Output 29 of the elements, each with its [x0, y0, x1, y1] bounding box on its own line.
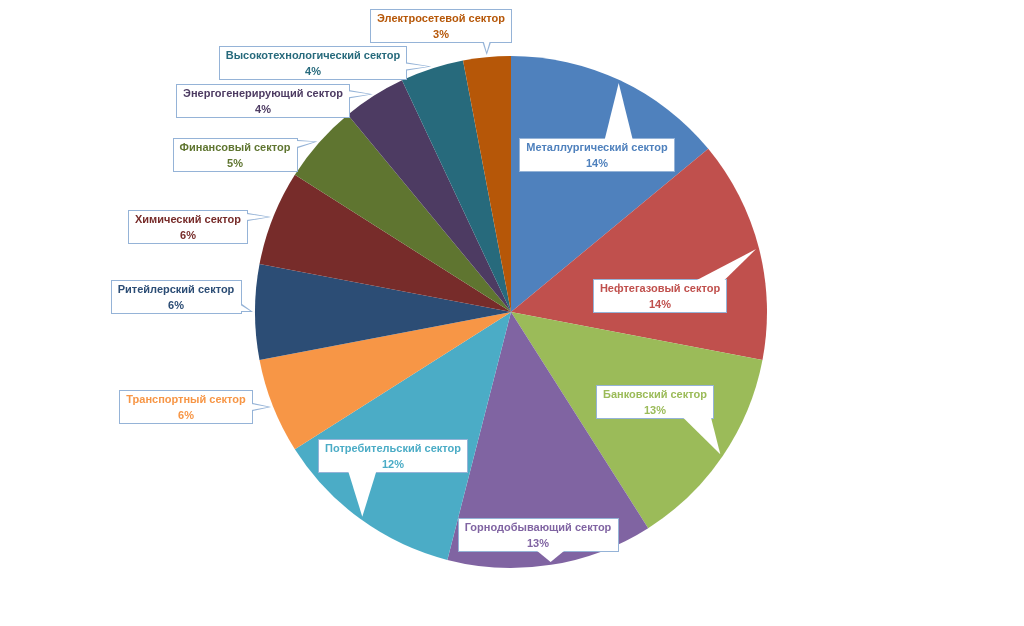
slice-label: Электросетевой сектор: [377, 12, 506, 24]
data-label: 6%: [168, 299, 185, 311]
slice-label: Потребительский сектор: [325, 442, 462, 454]
slice-label: Энергогенерирующий сектор: [183, 87, 344, 99]
slice-label: Ритейлерский сектор: [117, 283, 235, 295]
pie-slice: [347, 80, 511, 312]
slice-label: Горнодобывающий сектор: [464, 521, 612, 533]
slice-label: Финансовый сектор: [179, 141, 291, 153]
data-label: 4%: [255, 103, 272, 115]
data-label: 12%: [381, 458, 405, 470]
data-label: 3%: [433, 28, 450, 40]
pie-slice: [463, 56, 511, 312]
slice-label: Высокотехнологический сектор: [225, 49, 401, 61]
pie-slice: [259, 174, 511, 312]
data-label: 14%: [585, 157, 609, 169]
data-label: 6%: [180, 229, 197, 241]
slice-label: Транспортный сектор: [126, 393, 247, 405]
data-label: 13%: [643, 404, 667, 416]
slice-label: Банковский сектор: [603, 388, 708, 400]
data-label: 13%: [526, 537, 550, 549]
slice-label: Нефтегазовый сектор: [599, 282, 721, 294]
data-label: 14%: [648, 298, 672, 310]
data-label: 6%: [178, 409, 195, 421]
data-label: 5%: [227, 157, 244, 169]
pie-slice: [255, 264, 511, 360]
slice-label: Химический сектор: [135, 213, 242, 225]
data-label: 4%: [305, 65, 322, 77]
slice-label: Металлургический сектор: [526, 141, 669, 153]
pie-slice: [402, 60, 511, 312]
